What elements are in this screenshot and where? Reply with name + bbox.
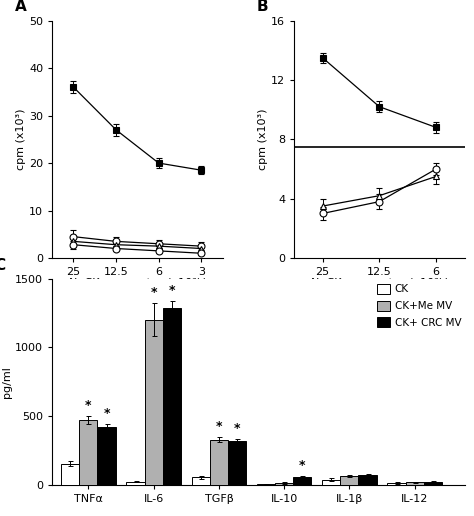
Text: C: C (0, 259, 6, 273)
Bar (293, 477, 311, 485)
Bar (127, 481, 145, 485)
Bar (191, 477, 210, 485)
Bar (61, 464, 79, 485)
Bar (210, 440, 228, 485)
Legend: CK, CK+Me MV, CK+ CRC MV: CK, CK+Me MV, CK+ CRC MV (375, 282, 464, 330)
Text: *: * (103, 407, 110, 420)
Bar (340, 476, 358, 485)
Y-axis label: cpm (x10³): cpm (x10³) (258, 108, 268, 170)
Text: *: * (234, 422, 240, 435)
Text: *: * (85, 399, 91, 412)
Text: *: * (169, 283, 175, 297)
Text: B: B (256, 0, 268, 14)
Bar (424, 481, 442, 485)
Bar (163, 308, 181, 485)
Text: A: A (15, 0, 27, 14)
X-axis label: N. CK-monocytes (x10³)/
10⁵ PBMC: N. CK-monocytes (x10³)/ 10⁵ PBMC (69, 279, 205, 300)
Bar (275, 483, 293, 485)
X-axis label: N. CK-monocytes (x10³)/
10⁵ PBMC: N. CK-monocytes (x10³)/ 10⁵ PBMC (311, 279, 447, 300)
Bar (228, 441, 246, 485)
Bar (79, 421, 98, 485)
Bar (406, 482, 424, 485)
Text: *: * (299, 459, 306, 472)
Bar (322, 479, 340, 485)
Text: *: * (216, 420, 222, 433)
Y-axis label: cpm (x10³): cpm (x10³) (16, 108, 26, 170)
Text: *: * (150, 286, 157, 299)
Bar (358, 475, 377, 485)
Bar (98, 427, 116, 485)
Y-axis label: pg/ml: pg/ml (2, 366, 12, 398)
Bar (387, 483, 406, 485)
Bar (145, 320, 163, 485)
